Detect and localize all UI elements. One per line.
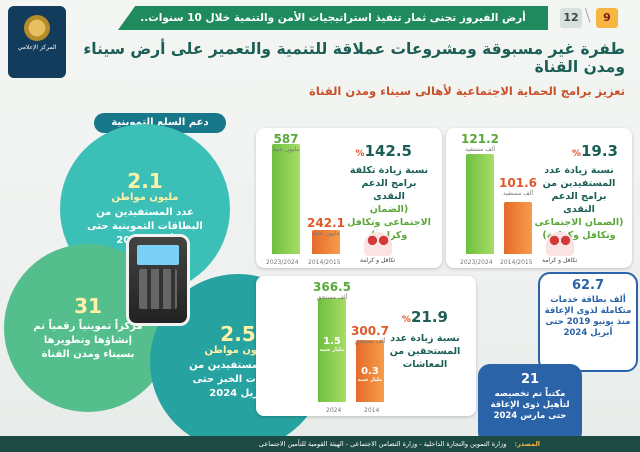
increase-percentage: %21.9 <box>401 308 448 326</box>
pill-text: مكتباً تم تخصيصه لتأهيل ذوى الإعاقة حتى … <box>490 389 570 421</box>
increase-percentage: %142.5 <box>355 142 412 160</box>
pill-value: 62.7 <box>571 278 605 293</box>
bar-2014-2015 <box>504 202 532 254</box>
card-description: نسبة زيادة عدد المستفيدين من برامج الدعم… <box>534 165 624 241</box>
bar-value-new: 587 مليون جنيه <box>272 132 300 153</box>
increase-percentage: %19.3 <box>571 142 618 160</box>
circle-text: عدد المستفيدين من بطاقات الخبز حتى أبريل… <box>189 360 287 399</box>
bar-2024: 1.5 مليار جنيه <box>318 298 346 402</box>
page-total: 12 <box>560 8 582 28</box>
disability-offices-pill: 21 مكتباً تم تخصيصه لتأهيل ذوى الإعاقة ح… <box>478 364 582 444</box>
pill-value: 21 <box>520 372 540 387</box>
card-description: نسبة زيادة تكلفة برامج الدعم النقدى (الض… <box>347 165 431 241</box>
year-label: 2014/2015 <box>308 259 341 266</box>
bar-2023-2024 <box>466 154 494 254</box>
cash-support-cost-card: 587 مليون جنيه 242.1 مليون جنيه 2023/2024 … <box>256 128 442 268</box>
circle-value: 2.1 <box>127 169 163 193</box>
year-label: 2023/2024 <box>266 259 299 266</box>
bar-value-new: 366.5 ألف مستحق <box>313 280 351 301</box>
year-label: 2024 <box>326 407 342 414</box>
bar-value-old: 300.7 ألف مستحق <box>351 324 389 345</box>
pension-beneficiaries-card: 1.5 مليار جنيه 366.5 ألف مستحق 0.3 مليار … <box>256 276 476 416</box>
circle-value: 2.5 <box>220 322 256 346</box>
year-label: 2014/2015 <box>500 259 533 266</box>
eagle-emblem-icon <box>24 15 50 41</box>
takaful-karama-logo-icon <box>364 232 392 256</box>
top-banner: أرض الفيروز تجنى ثمار تنفيذ استراتيجيات … <box>118 6 548 30</box>
page-current[interactable]: 9 <box>596 8 618 28</box>
bar-value-old: 242.1 مليون جنيه <box>307 216 345 237</box>
bar-2014: 0.3 مليار جنيه <box>356 340 384 402</box>
pos-terminal-icon <box>126 234 190 326</box>
circle-unit: مليون مواطن <box>204 345 272 356</box>
bar-inner-value: 1.5 مليار جنيه <box>319 336 345 353</box>
source-footer: المصدر: وزارة التموين والتجارة الداخلية … <box>0 436 640 452</box>
circle-value: 31 <box>74 293 102 318</box>
pos-keypad <box>139 269 177 309</box>
logo-caption: تكافل و كرامة <box>542 257 578 264</box>
source-label: المصدر: <box>514 440 540 448</box>
bar-value-new: 121.2 ألف مستفيد <box>461 132 499 153</box>
bar-inner-value: 0.3 مليار جنيه <box>357 366 383 383</box>
card-description: نسبة زيادة عدد المستحقين من المعاشات <box>389 333 461 370</box>
takaful-karama-logo-icon <box>546 232 574 256</box>
circle-text: مركزاً تموينياً رقمياً تم إنشاؤها وتطوير… <box>33 320 143 360</box>
main-title: طفرة غير مسبوقة ومشروعات عملاقة للتنمية … <box>83 40 625 76</box>
subtitle: تعزيز برامج الحماية الاجتماعية لأهالى سي… <box>309 84 625 98</box>
media-center-logo: المركز الإعلامي <box>8 6 66 78</box>
year-label: 2014 <box>364 407 380 414</box>
pill-text: ألف بطاقة خدمات متكاملة لذوى الإعاقة منذ… <box>544 295 632 338</box>
bar-2014-2015 <box>312 230 340 254</box>
bar-2023-2024 <box>272 144 300 254</box>
page-separator: ⧸ <box>585 6 591 25</box>
year-label: 2023/2024 <box>460 259 493 266</box>
circle-unit: مليون مواطن <box>111 192 179 203</box>
cash-support-beneficiaries-card: 121.2 ألف مستفيد 101.6 ألف مستفيد 2023/202… <box>446 128 632 268</box>
bar-value-old: 101.6 ألف مستفيد <box>499 176 537 197</box>
source-text: وزارة التموين والتجارة الداخلية - وزارة … <box>258 440 507 448</box>
logo-text: المركز الإعلامي <box>17 44 57 51</box>
logo-caption: تكافل و كرامة <box>360 257 396 264</box>
pos-screen <box>137 245 179 265</box>
digital-supply-centers-circle: 31 مركزاً تموينياً رقمياً تم إنشاؤها وتط… <box>4 244 172 412</box>
disability-cards-pill: 62.7 ألف بطاقة خدمات متكاملة لذوى الإعاق… <box>538 272 638 372</box>
